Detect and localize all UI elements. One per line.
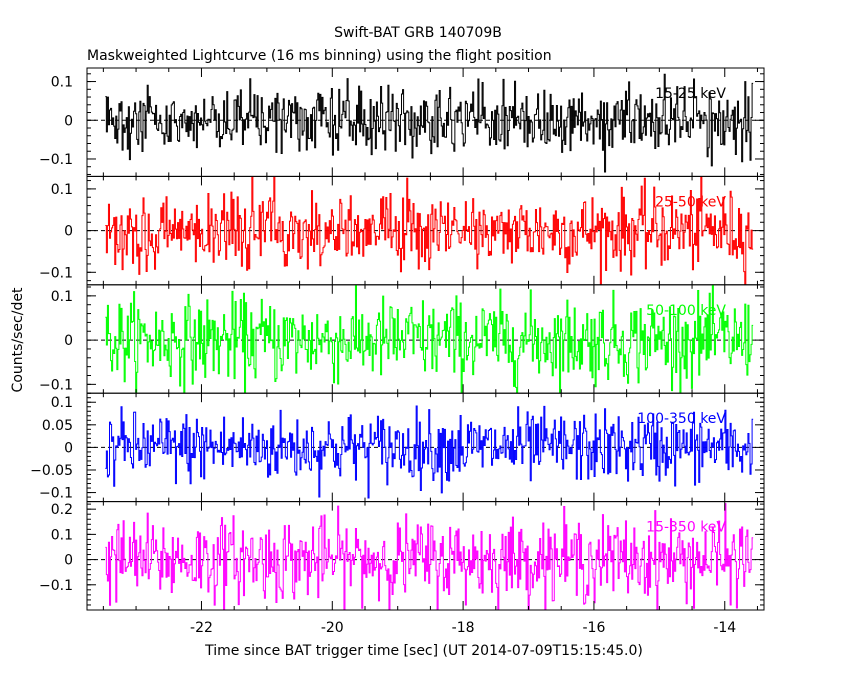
y-tick-label: 0: [64, 553, 73, 569]
chart-subtitle: Maskweighted Lightcurve (16 ms binning) …: [87, 48, 552, 64]
x-tick-label: -14: [713, 620, 736, 636]
series-line-25-50 keV: [105, 176, 754, 285]
chart-title: Swift-BAT GRB 140709B: [334, 25, 502, 41]
y-tick-label: −0.1: [39, 152, 73, 168]
y-tick-label: 0: [64, 333, 73, 349]
y-tick-label: −0.1: [39, 377, 73, 393]
series-line-50-100 keV: [105, 284, 754, 394]
y-tick-label: 0.2: [51, 502, 73, 518]
x-axis-label: Time since BAT trigger time [sec] (UT 20…: [204, 643, 643, 659]
y-axis-label: Counts/sec/det: [10, 287, 26, 392]
band-label: 25-50 keV: [655, 194, 726, 210]
y-tick-label: −0.1: [39, 578, 73, 594]
band-label: 15-25 keV: [655, 86, 726, 102]
x-tick-label: -18: [452, 620, 475, 636]
band-label: 50-100 keV: [646, 303, 726, 319]
x-tick-label: -16: [582, 620, 605, 636]
y-tick-label: 0.1: [51, 395, 73, 411]
y-tick-label: 0.1: [51, 75, 73, 91]
series-line-15-25 keV: [105, 73, 754, 173]
panel-frame: [86, 501, 765, 611]
panels: 15-25 keV −0.1 0 0.1 25-50 keV −0.1 0 0.1 50-100…: [30, 67, 765, 636]
series-line-15-350 keV: [105, 503, 754, 611]
y-tick-label: 0: [64, 440, 73, 456]
x-tick-label: -22: [190, 620, 213, 636]
y-tick-label: −0.05: [30, 463, 73, 479]
x-tick-label: -20: [321, 620, 344, 636]
y-tick-label: 0.1: [51, 182, 73, 198]
y-tick-label: −0.1: [39, 265, 73, 281]
y-tick-label: 0.05: [42, 418, 73, 434]
y-tick-label: −0.1: [39, 486, 73, 502]
y-tick-label: 0.1: [51, 527, 73, 543]
series-line-100-350 keV: [105, 405, 754, 499]
y-tick-label: 0.1: [51, 289, 73, 305]
y-tick-label: 0: [64, 113, 73, 129]
band-label: 15-350 keV: [646, 520, 726, 536]
y-tick-label: 0: [64, 224, 73, 240]
band-label: 100-350 keV: [637, 411, 726, 427]
